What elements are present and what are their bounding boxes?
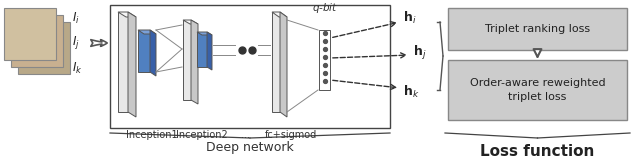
- Text: $\mathbf{h}_i$: $\mathbf{h}_i$: [403, 10, 417, 26]
- Polygon shape: [183, 20, 191, 100]
- Polygon shape: [183, 20, 198, 24]
- Polygon shape: [207, 32, 212, 70]
- Text: $\mathbf{h}_k$: $\mathbf{h}_k$: [403, 84, 419, 100]
- Text: ...: ...: [241, 130, 250, 140]
- Text: Inception2: Inception2: [176, 130, 228, 140]
- Text: $\mathbf{h}_j$: $\mathbf{h}_j$: [413, 44, 426, 62]
- Polygon shape: [138, 30, 156, 34]
- Polygon shape: [118, 12, 136, 17]
- Text: $I_j$: $I_j$: [72, 33, 80, 50]
- Text: $I_i$: $I_i$: [72, 10, 80, 26]
- Text: Order-aware reweighted
triplet loss: Order-aware reweighted triplet loss: [470, 78, 605, 102]
- Text: Inception1: Inception1: [126, 130, 178, 140]
- Text: Deep network: Deep network: [206, 142, 294, 154]
- FancyBboxPatch shape: [448, 8, 627, 50]
- FancyBboxPatch shape: [448, 60, 627, 120]
- Text: Loss function: Loss function: [480, 145, 595, 160]
- Polygon shape: [272, 12, 287, 17]
- Polygon shape: [197, 32, 212, 35]
- FancyBboxPatch shape: [319, 30, 330, 90]
- FancyBboxPatch shape: [18, 22, 70, 74]
- FancyBboxPatch shape: [11, 15, 63, 67]
- Polygon shape: [280, 12, 287, 117]
- Text: $I_k$: $I_k$: [72, 60, 83, 76]
- FancyBboxPatch shape: [110, 5, 390, 128]
- Polygon shape: [150, 30, 156, 76]
- Polygon shape: [128, 12, 136, 117]
- Text: $q$-bit: $q$-bit: [312, 1, 338, 15]
- Polygon shape: [197, 32, 207, 67]
- FancyBboxPatch shape: [4, 8, 56, 60]
- Text: fc+sigmod: fc+sigmod: [265, 130, 317, 140]
- Polygon shape: [191, 20, 198, 104]
- Polygon shape: [118, 12, 128, 112]
- Text: Triplet ranking loss: Triplet ranking loss: [485, 24, 590, 34]
- Polygon shape: [272, 12, 280, 112]
- Polygon shape: [138, 30, 150, 72]
